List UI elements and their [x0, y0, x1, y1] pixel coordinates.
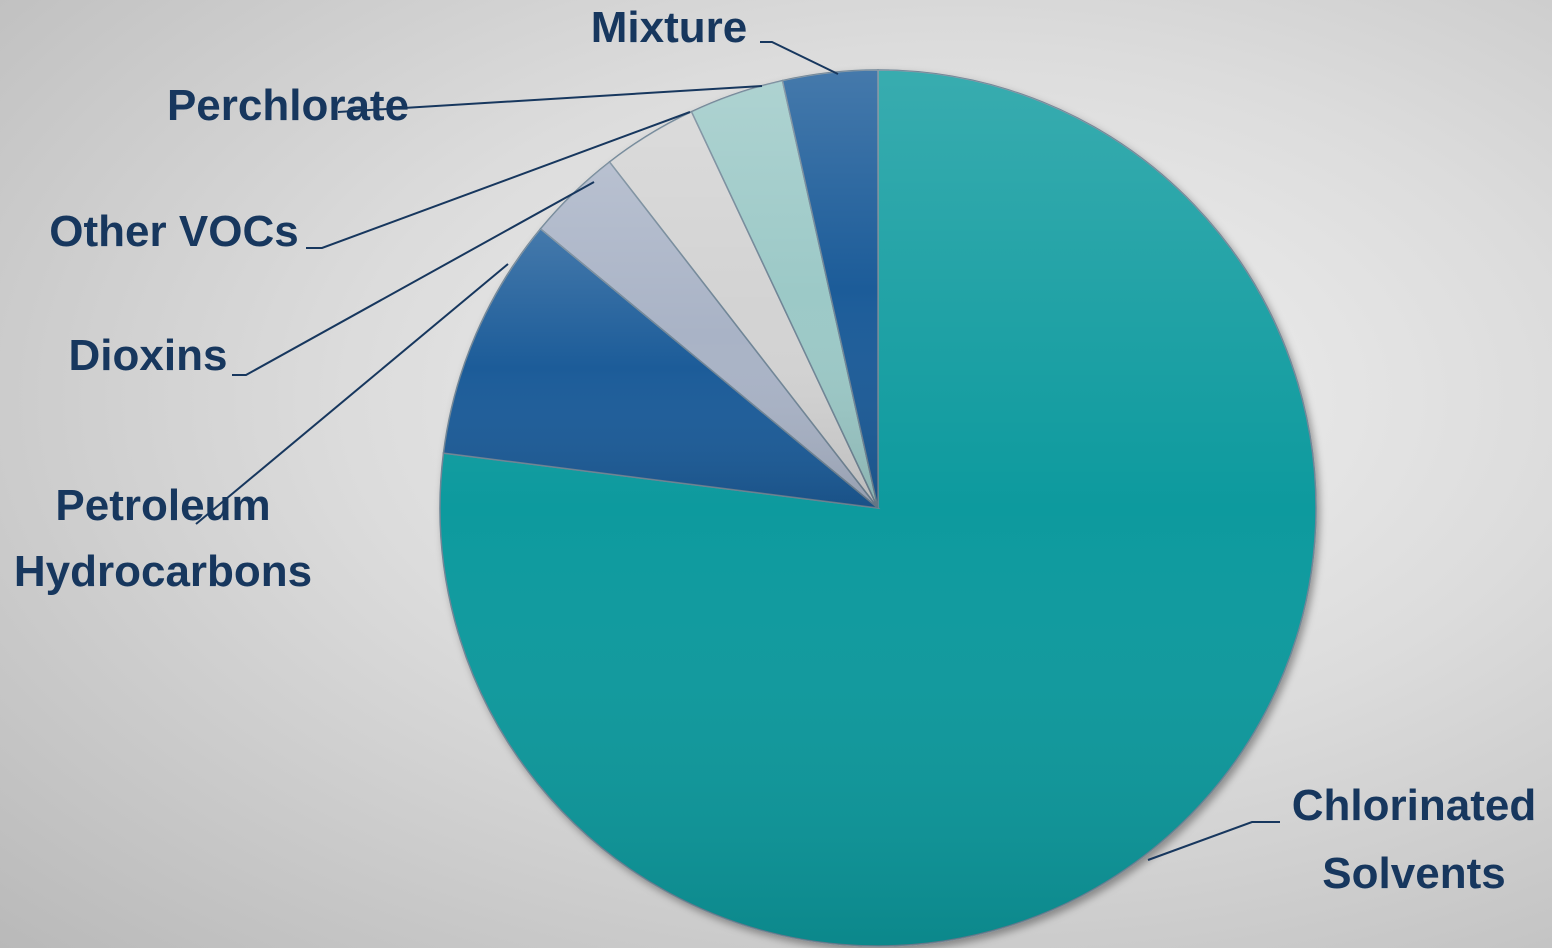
- slice-label-dioxins: Dioxins: [69, 331, 228, 380]
- leader-line-mixture: [760, 41, 839, 75]
- slice-label-line-dioxins-0: Dioxins: [69, 331, 228, 380]
- slice-label-perchlorate: Perchlorate: [167, 81, 409, 130]
- slice-label-line-chlorinated-solvents-0: Chlorinated: [1292, 781, 1536, 830]
- pie-slice-gloss-perchlorate: [691, 80, 878, 509]
- leader-line-perchlorate: [337, 85, 763, 113]
- leader-lines: [195, 41, 1280, 861]
- pie-slice-gloss-chlorinated-solvents: [439, 70, 1316, 946]
- slice-label-other-vocs: Other VOCs: [49, 207, 298, 256]
- pie-slice-gloss-other-vocs: [609, 111, 878, 508]
- slice-label-petroleum-hydrocarbons: Petroleum Hydrocarbons: [14, 481, 312, 596]
- leader-line-chlorinated-solvents: [1147, 821, 1280, 861]
- slice-label-line-mixture-0: Mixture: [591, 3, 747, 52]
- pie-slice-gloss-dioxins: [540, 161, 878, 508]
- slice-label-line-petroleum-hydrocarbons-0: Petroleum: [55, 481, 270, 530]
- leader-line-other-vocs: [306, 111, 691, 249]
- slice-label-chlorinated-solvents: Chlorinated Solvents: [1292, 781, 1536, 898]
- slice-label-line-other-vocs-0: Other VOCs: [49, 207, 298, 256]
- slice-label-line-perchlorate-0: Perchlorate: [167, 81, 409, 130]
- slice-label-mixture: Mixture: [591, 3, 747, 52]
- slice-label-line-petroleum-hydrocarbons-1: Hydrocarbons: [14, 547, 312, 596]
- pie-gloss: [439, 70, 1316, 946]
- pie-slice-gloss-mixture: [782, 70, 878, 508]
- slice-label-line-chlorinated-solvents-1: Solvents: [1322, 849, 1505, 898]
- pie-slice-gloss-petroleum-hydrocarbons: [443, 228, 878, 508]
- leader-line-dioxins: [232, 181, 595, 376]
- leader-line-petroleum-hydrocarbons: [195, 263, 509, 525]
- slice-labels: Chlorinated Solvents Petroleum Hydrocarbons…: [14, 3, 1536, 898]
